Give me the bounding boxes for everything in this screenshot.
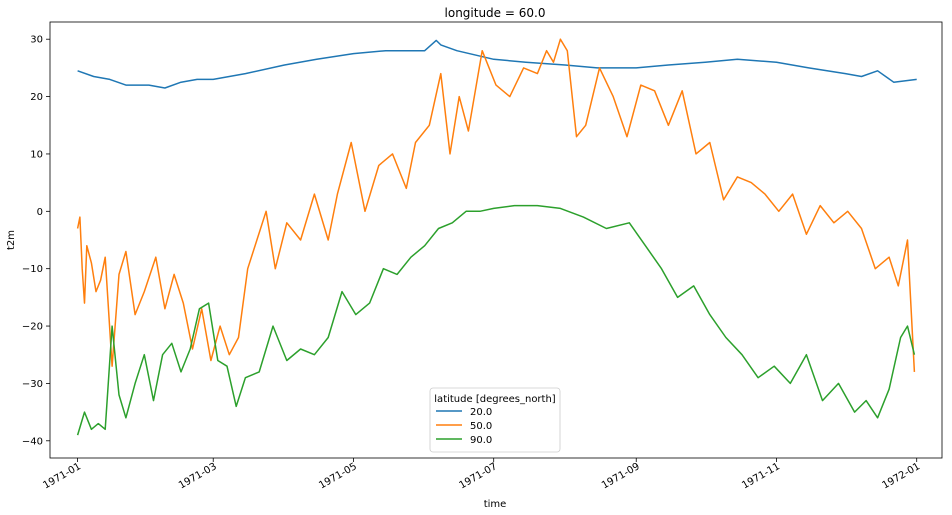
series-line-90-0 [76, 204, 916, 436]
x-tick-label: 1972-01 [881, 461, 923, 491]
series-line-20-0 [77, 39, 917, 89]
plot-area [76, 38, 917, 436]
y-tick-label: 30 [30, 35, 43, 46]
x-axis-label: time [484, 499, 507, 510]
legend-label: 90.0 [470, 435, 492, 446]
y-tick-label: 0 [37, 207, 43, 218]
legend: latitude [degrees_north] 20.0 50.0 90.0 [429, 387, 561, 453]
legend-box [429, 387, 561, 453]
x-tick-label: 1971-03 [177, 461, 219, 491]
legend-title: latitude [degrees_north] [434, 394, 556, 405]
y-tick-label: 10 [30, 149, 43, 160]
series-line-50-0 [76, 38, 916, 372]
y-tick-label: 20 [30, 92, 43, 103]
x-tick-label: 1971-11 [740, 461, 782, 491]
y-tick-label: −30 [22, 379, 43, 390]
legend-label: 50.0 [470, 421, 492, 432]
x-tick-label: 1971-09 [600, 461, 642, 491]
legend-label: 20.0 [470, 407, 492, 418]
y-tick-label: −20 [22, 322, 43, 333]
y-axis-label: t2m [6, 230, 17, 250]
legend-items: 20.0 50.0 90.0 [436, 407, 492, 446]
y-tick-label: −10 [22, 264, 43, 275]
y-tick-label: −40 [22, 436, 43, 447]
chart-title: longitude = 60.0 [445, 6, 546, 20]
x-tick-label: 1971-05 [317, 461, 359, 491]
x-axis: 1971-01 1971-03 1971-05 1971-07 1971-09 1971-… [41, 458, 922, 491]
x-tick-label: 1971-01 [41, 461, 83, 491]
plot-frame [49, 21, 943, 459]
y-axis: −40 −30 −20 −10 0 10 20 30 [22, 35, 50, 447]
x-tick-label: 1971-07 [458, 461, 500, 491]
